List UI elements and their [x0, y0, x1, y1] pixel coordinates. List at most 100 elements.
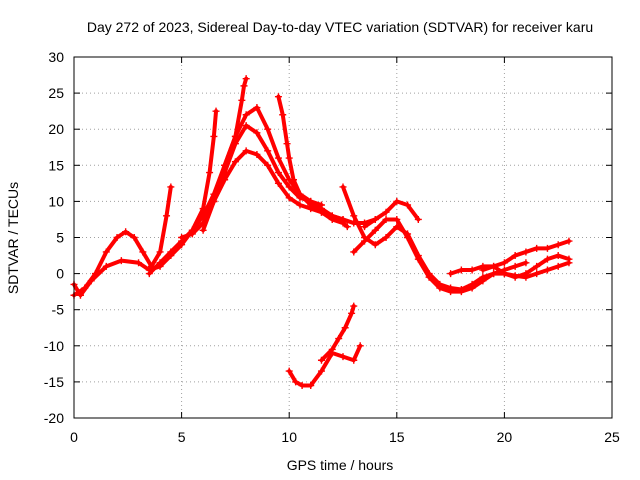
- data-point: [285, 183, 293, 191]
- data-point: [339, 219, 347, 227]
- data-point: [479, 266, 487, 274]
- data-point: [317, 208, 325, 216]
- data-point: [533, 244, 541, 252]
- data-point: [274, 169, 282, 177]
- series-sat-a: [70, 183, 175, 299]
- data-point: [156, 248, 164, 256]
- data-point: [522, 270, 530, 278]
- data-point: [393, 215, 401, 223]
- series-sat-l: [479, 252, 573, 281]
- data-point: [511, 262, 519, 270]
- chart-title: Day 272 of 2023, Sidereal Day-to-day VTE…: [87, 19, 593, 35]
- data-point: [457, 288, 465, 296]
- data-point: [554, 241, 562, 249]
- data-point: [382, 215, 390, 223]
- data-point: [348, 309, 356, 317]
- data-point: [447, 270, 455, 278]
- series-sat-g: [274, 93, 351, 231]
- data-point: [425, 273, 433, 281]
- series-line: [287, 343, 363, 388]
- data-point: [371, 241, 379, 249]
- data-point: [206, 169, 214, 177]
- series-sat-j: [361, 197, 422, 231]
- data-layer: [70, 75, 573, 390]
- data-point: [130, 234, 138, 241]
- data-point: [145, 270, 153, 278]
- data-point: [339, 353, 347, 361]
- data-point: [242, 75, 250, 83]
- data-point: [135, 259, 143, 267]
- data-point: [511, 252, 519, 260]
- data-point: [167, 248, 175, 256]
- data-point: [285, 367, 293, 375]
- data-point: [242, 147, 250, 155]
- y-tick-label: 5: [56, 230, 64, 246]
- data-point: [113, 234, 121, 241]
- series-line: [72, 184, 173, 298]
- data-point: [339, 183, 347, 191]
- data-point: [543, 255, 551, 263]
- data-point: [468, 284, 476, 292]
- data-point: [436, 284, 444, 292]
- data-point: [285, 194, 293, 202]
- data-point: [221, 161, 229, 169]
- data-point: [500, 270, 508, 278]
- data-point: [242, 122, 250, 130]
- x-tick-label: 20: [497, 429, 513, 445]
- x-tick-label: 25: [604, 429, 620, 445]
- data-point: [350, 212, 358, 220]
- data-point: [102, 262, 110, 270]
- series-line: [72, 109, 219, 298]
- data-point: [350, 248, 358, 256]
- x-tick-label: 15: [389, 429, 405, 445]
- data-point: [231, 132, 239, 140]
- y-tick-label: 25: [48, 85, 64, 101]
- data-point: [447, 288, 455, 296]
- data-point: [212, 107, 220, 115]
- data-point: [285, 154, 293, 162]
- data-point: [468, 266, 476, 274]
- data-point: [296, 190, 304, 198]
- data-point: [317, 356, 325, 364]
- data-point: [279, 111, 287, 119]
- data-point: [511, 273, 519, 281]
- y-tick-label: -15: [44, 374, 64, 390]
- y-axis-label: SDTVAR / TECUs: [5, 182, 21, 294]
- data-point: [543, 266, 551, 274]
- data-point: [371, 215, 379, 223]
- x-tick-label: 0: [70, 429, 78, 445]
- data-point: [292, 378, 300, 386]
- data-point: [76, 291, 84, 299]
- series-sat-k: [447, 237, 573, 278]
- y-tick-label: 15: [48, 157, 64, 173]
- data-point: [307, 382, 315, 390]
- series-line: [201, 105, 345, 233]
- data-point: [343, 223, 351, 231]
- y-tick-label: 30: [48, 49, 64, 65]
- series-line: [319, 304, 356, 363]
- data-point: [382, 208, 390, 216]
- series-line: [362, 199, 421, 229]
- data-point: [565, 237, 573, 245]
- data-point: [500, 259, 508, 267]
- data-point: [350, 356, 358, 364]
- data-point: [414, 215, 422, 223]
- data-point: [522, 248, 530, 256]
- data-point: [122, 228, 130, 236]
- data-point: [490, 270, 498, 278]
- data-point: [264, 147, 272, 155]
- x-axis-label: GPS time / hours: [287, 457, 394, 473]
- series-line: [276, 94, 350, 229]
- data-point: [242, 111, 250, 119]
- y-tick-label: -5: [52, 302, 65, 318]
- data-point: [371, 226, 379, 234]
- data-point: [457, 266, 465, 274]
- x-tick-label: 5: [178, 429, 186, 445]
- data-point: [238, 96, 246, 104]
- series-sat-i: [350, 215, 573, 296]
- data-point: [210, 132, 218, 140]
- y-tick-label: 0: [56, 266, 64, 282]
- data-point: [335, 335, 343, 343]
- data-point: [361, 223, 369, 231]
